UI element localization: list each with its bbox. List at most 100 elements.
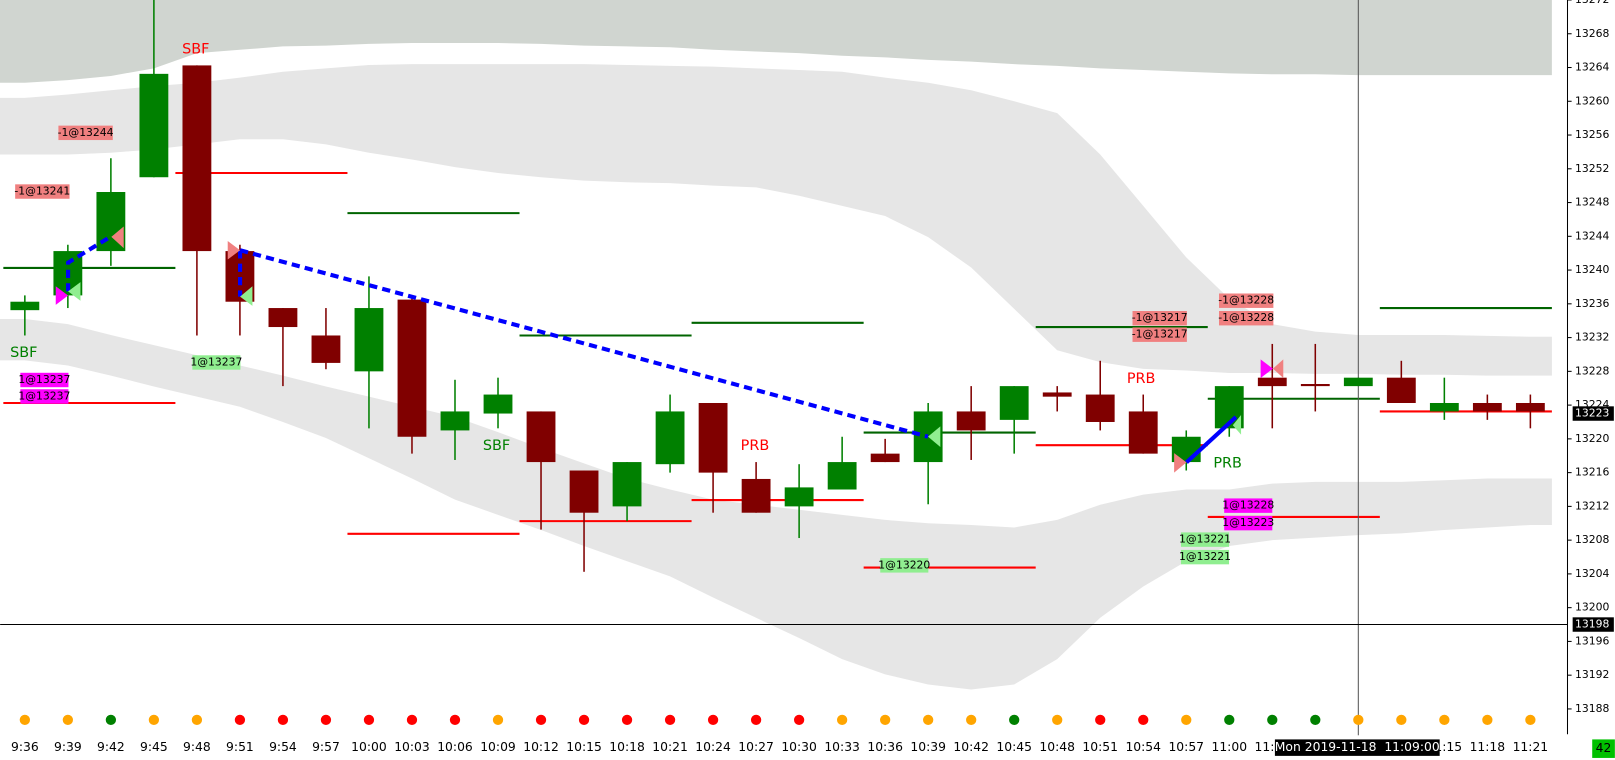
trade-label: -1@13217: [1132, 311, 1188, 324]
trade-arrow: [1174, 453, 1187, 473]
signal-dot: [1052, 714, 1063, 725]
y-tick-label: 13256: [1575, 128, 1609, 141]
candle-body: [1515, 402, 1545, 412]
signal-dot: [1525, 714, 1536, 725]
trade-arrow: [240, 286, 253, 306]
trade-label-box: [1224, 498, 1273, 513]
y-tick-label: 13268: [1575, 27, 1609, 40]
x-tick-label: 9:36: [11, 740, 39, 754]
x-tick-label: 11:18: [1470, 740, 1506, 754]
x-tick-label: 9:45: [140, 740, 168, 754]
trade-label-box: [20, 372, 69, 388]
trade-label-box: [1132, 311, 1187, 326]
x-tick-label: 10:45: [996, 740, 1032, 754]
candle-body: [1042, 392, 1072, 397]
candle-body: [526, 411, 556, 463]
signal-dot: [105, 714, 117, 725]
signal-dot: [1224, 714, 1235, 725]
x-tick-label: 10:03: [394, 740, 430, 754]
y-tick-label: 13252: [1575, 162, 1609, 175]
x-tick-label: 10:09: [480, 740, 516, 754]
candle-body: [483, 394, 513, 414]
crosshair-time-label: Mon 2019-11-18 11:09:00: [1275, 740, 1440, 754]
candle-body: [698, 402, 728, 473]
pattern-label: PRB: [1213, 455, 1242, 471]
signal-dot: [707, 714, 719, 725]
x-tick-label: 10:48: [1039, 740, 1075, 754]
y-tick-label: 13188: [1575, 702, 1609, 715]
signal-dot: [62, 714, 74, 725]
signal-dot: [879, 714, 891, 725]
y-tick-label: 13220: [1575, 432, 1609, 445]
trade-label: 1@13221: [1179, 550, 1231, 563]
candle-body: [440, 411, 470, 431]
candle-body: [612, 462, 642, 507]
trade-label: 1@13237: [18, 373, 70, 386]
trade-arrow: [927, 426, 941, 447]
y-tick-label: 13212: [1575, 499, 1609, 512]
signal-dot: [1310, 714, 1321, 725]
bar-countdown-box: [1592, 739, 1615, 758]
candle-body: [1472, 402, 1502, 412]
band-area: [0, 319, 1552, 690]
candle-body: [827, 462, 857, 490]
trade-line: [66, 235, 112, 292]
signal-dot: [234, 714, 246, 725]
candle-body: [569, 470, 599, 513]
y-tick-label: 13228: [1575, 364, 1609, 377]
y-tick-label: 13216: [1575, 466, 1609, 479]
candle-body: [870, 453, 900, 463]
candle-body: [1257, 377, 1287, 387]
signal-dot: [449, 714, 461, 725]
trade-label: 1@13220: [878, 558, 930, 571]
signal-dot: [492, 714, 504, 725]
signal-dot: [191, 714, 203, 725]
x-tick-label: 10:00: [351, 740, 387, 754]
trade-arrow: [1272, 359, 1284, 378]
y-tick-label: 13232: [1575, 331, 1609, 344]
trade-label: 1@13223: [1222, 516, 1274, 529]
signal-dot: [535, 714, 547, 725]
signal-dot: [750, 714, 762, 725]
x-tick-label: 9:54: [269, 740, 297, 754]
pattern-label: PRB: [741, 438, 770, 454]
y-tick-label: 13272: [1575, 0, 1609, 6]
candle-body: [10, 301, 40, 311]
band-area: [0, 64, 1552, 376]
trade-label-box: [20, 389, 69, 404]
trade-label: -1@13244: [58, 126, 114, 139]
signal-dot: [1439, 714, 1450, 725]
candle-body: [182, 65, 212, 252]
x-tick-label: 10:15: [566, 740, 602, 754]
trade-label: -1@13228: [1218, 311, 1274, 324]
signal-dot: [406, 714, 418, 725]
x-tick-label: 10:27: [738, 740, 774, 754]
trade-line: [238, 248, 929, 439]
trade-label: -1@13217: [1132, 328, 1188, 341]
candle-layer: [10, 0, 1545, 725]
y-tick-label: 13204: [1575, 567, 1609, 580]
cloud-area: [0, 0, 1552, 83]
candle-body: [1386, 377, 1416, 403]
signal-dot: [1482, 714, 1493, 725]
x-tick-label: 9:42: [97, 740, 125, 754]
signal-dot: [966, 714, 977, 725]
candle-body: [999, 386, 1029, 420]
candle-body: [1085, 394, 1115, 422]
trade-arrow: [55, 286, 69, 305]
x-tick-label: 11:21: [1513, 740, 1549, 754]
y-tick-label: 13196: [1575, 634, 1609, 647]
y-tick-label: 13260: [1575, 94, 1609, 107]
signal-dot: [923, 714, 934, 725]
x-tick-label: 10:18: [609, 740, 645, 754]
crosshair-price-tag-box: [1572, 617, 1614, 632]
x-tick-label: 10:21: [652, 740, 688, 754]
x-tick-label: 11:00: [1211, 740, 1247, 754]
y-tick-label: 13244: [1575, 229, 1609, 242]
signal-dot: [1396, 714, 1407, 725]
signal-dot: [1353, 714, 1364, 725]
trade-label-box: [1219, 293, 1274, 308]
x-tick-label: 10:12: [523, 740, 559, 754]
